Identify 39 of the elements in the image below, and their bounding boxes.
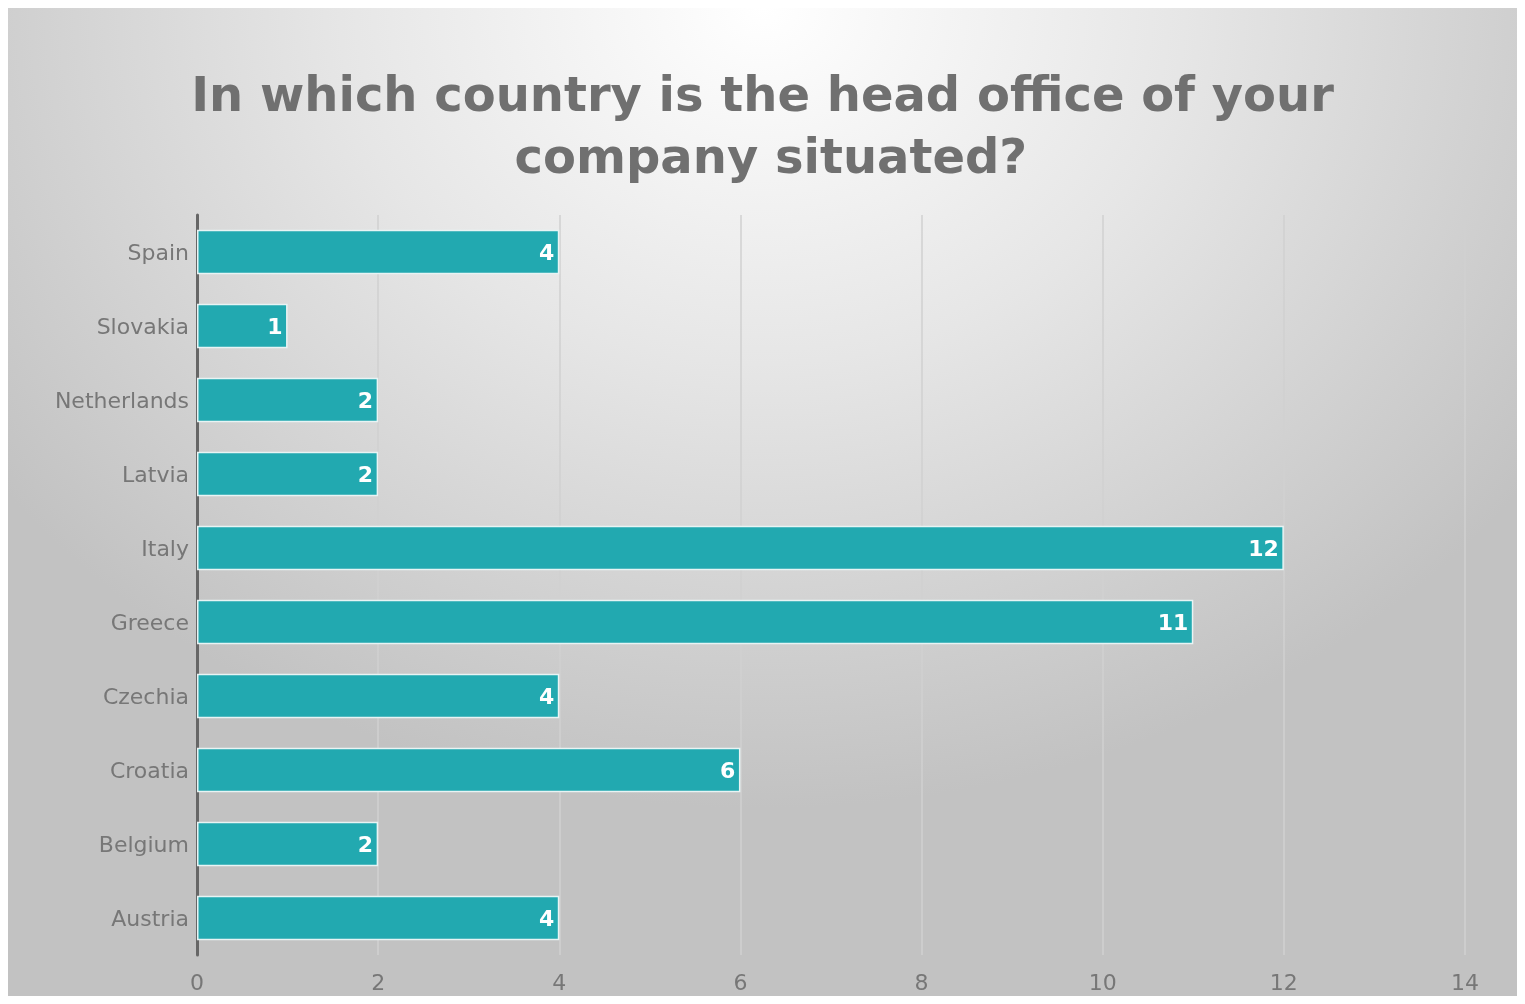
x-tick-label: 0 xyxy=(190,969,204,995)
y-tick-label: Croatia xyxy=(109,757,189,783)
data-label: 2 xyxy=(357,387,374,413)
data-label: 2 xyxy=(357,461,374,487)
y-tick-label: Greece xyxy=(110,609,189,635)
x-tick-label: 6 xyxy=(733,969,748,995)
y-tick-label: Belgium xyxy=(98,831,189,857)
y-tick-label: Slovakia xyxy=(96,313,189,339)
bar xyxy=(197,303,288,349)
y-tick-label: Czechia xyxy=(102,683,189,709)
y-tick-label: Austria xyxy=(111,905,189,931)
x-tick-label: 12 xyxy=(1269,969,1298,995)
data-label: 4 xyxy=(538,905,555,931)
data-label: 12 xyxy=(1248,535,1279,561)
data-label: 2 xyxy=(357,831,374,857)
bar xyxy=(197,377,379,423)
bar xyxy=(197,895,560,941)
bar xyxy=(197,821,379,867)
data-label: 6 xyxy=(720,757,736,783)
x-tick-label: 4 xyxy=(552,969,567,995)
data-label: 11 xyxy=(1157,609,1189,635)
data-label: 4 xyxy=(538,239,555,265)
y-tick-label: Spain xyxy=(127,239,189,265)
chart-title: In which country is the head office of your company situated? xyxy=(191,66,1335,184)
y-tick-label: Netherlands xyxy=(54,387,189,413)
x-tick-label: 2 xyxy=(371,969,386,995)
bar xyxy=(197,229,560,275)
bar xyxy=(197,747,741,793)
bar xyxy=(197,599,1194,645)
data-label: 1 xyxy=(267,313,283,339)
bar xyxy=(197,673,560,719)
x-tick-label: 10 xyxy=(1088,969,1117,995)
x-tick-label: 8 xyxy=(914,969,929,995)
data-label: 4 xyxy=(538,683,555,709)
bar xyxy=(197,451,379,497)
bar xyxy=(197,525,1284,571)
x-tick-label: 14 xyxy=(1451,969,1479,995)
y-tick-label: Italy xyxy=(141,535,189,561)
y-tick-label: Latvia xyxy=(122,461,189,487)
